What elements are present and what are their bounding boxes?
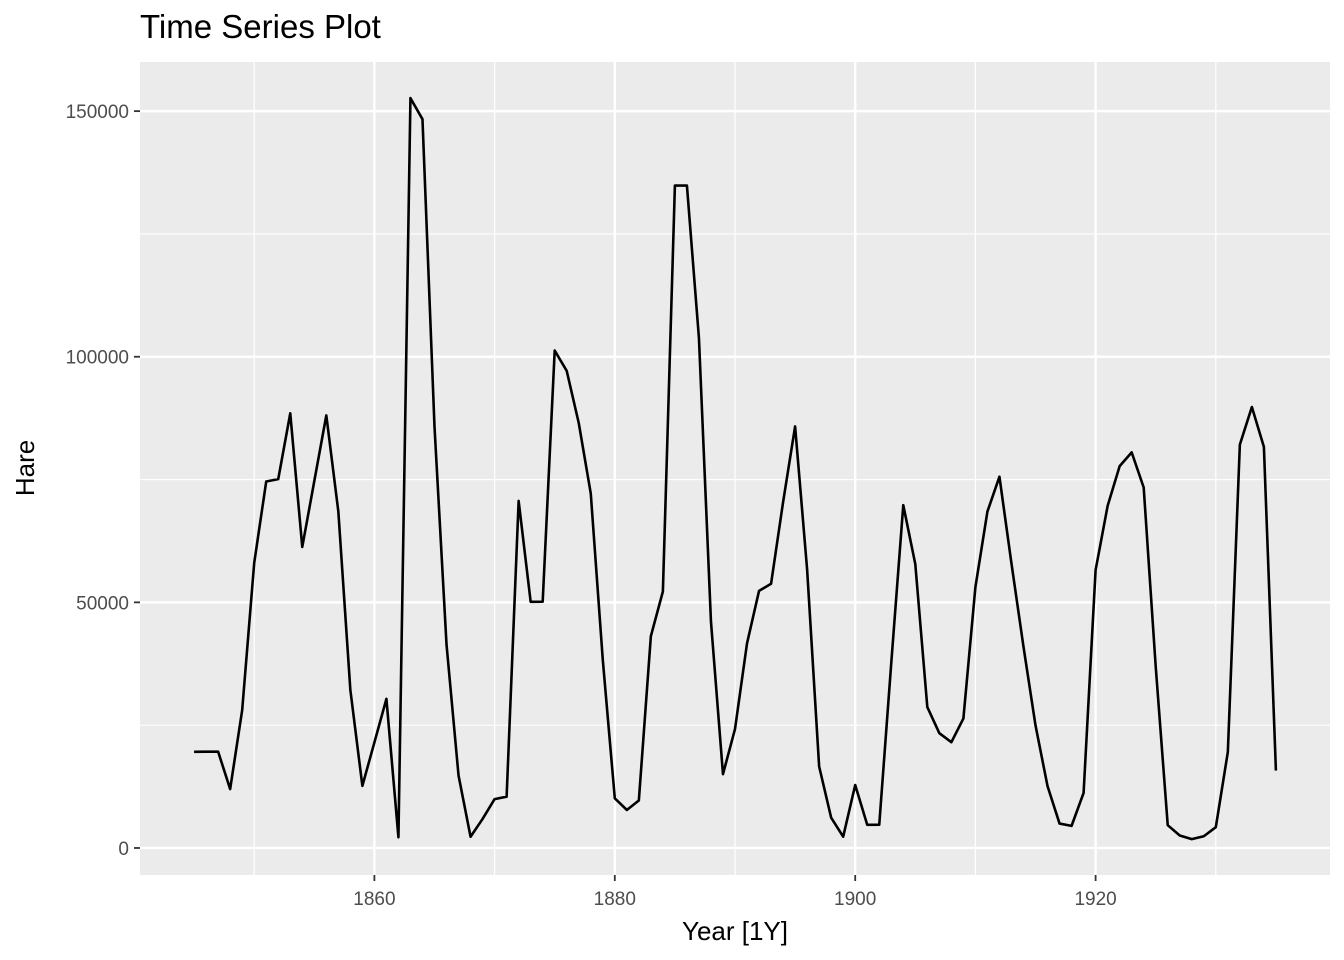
- y-tick-label: 100000: [66, 348, 129, 369]
- y-tick-label: 50000: [76, 593, 129, 614]
- x-axis-title: Year [1Y]: [682, 916, 788, 946]
- x-tick-label: 1880: [594, 889, 636, 910]
- y-axis-ticks: 0 50000 100000 150000: [66, 102, 140, 860]
- y-axis-title: Hare: [10, 440, 40, 496]
- chart-title: Time Series Plot: [140, 8, 381, 45]
- x-axis-ticks: 1860 1880 1900 1920: [353, 875, 1117, 910]
- x-tick-label: 1860: [353, 889, 395, 910]
- y-tick-label: 150000: [66, 102, 129, 123]
- x-tick-label: 1920: [1074, 889, 1116, 910]
- series-line-hare: [194, 96, 1278, 841]
- x-tick-label: 1900: [834, 889, 876, 910]
- minor-gridlines: [140, 62, 1330, 875]
- y-tick-label: 0: [118, 839, 129, 860]
